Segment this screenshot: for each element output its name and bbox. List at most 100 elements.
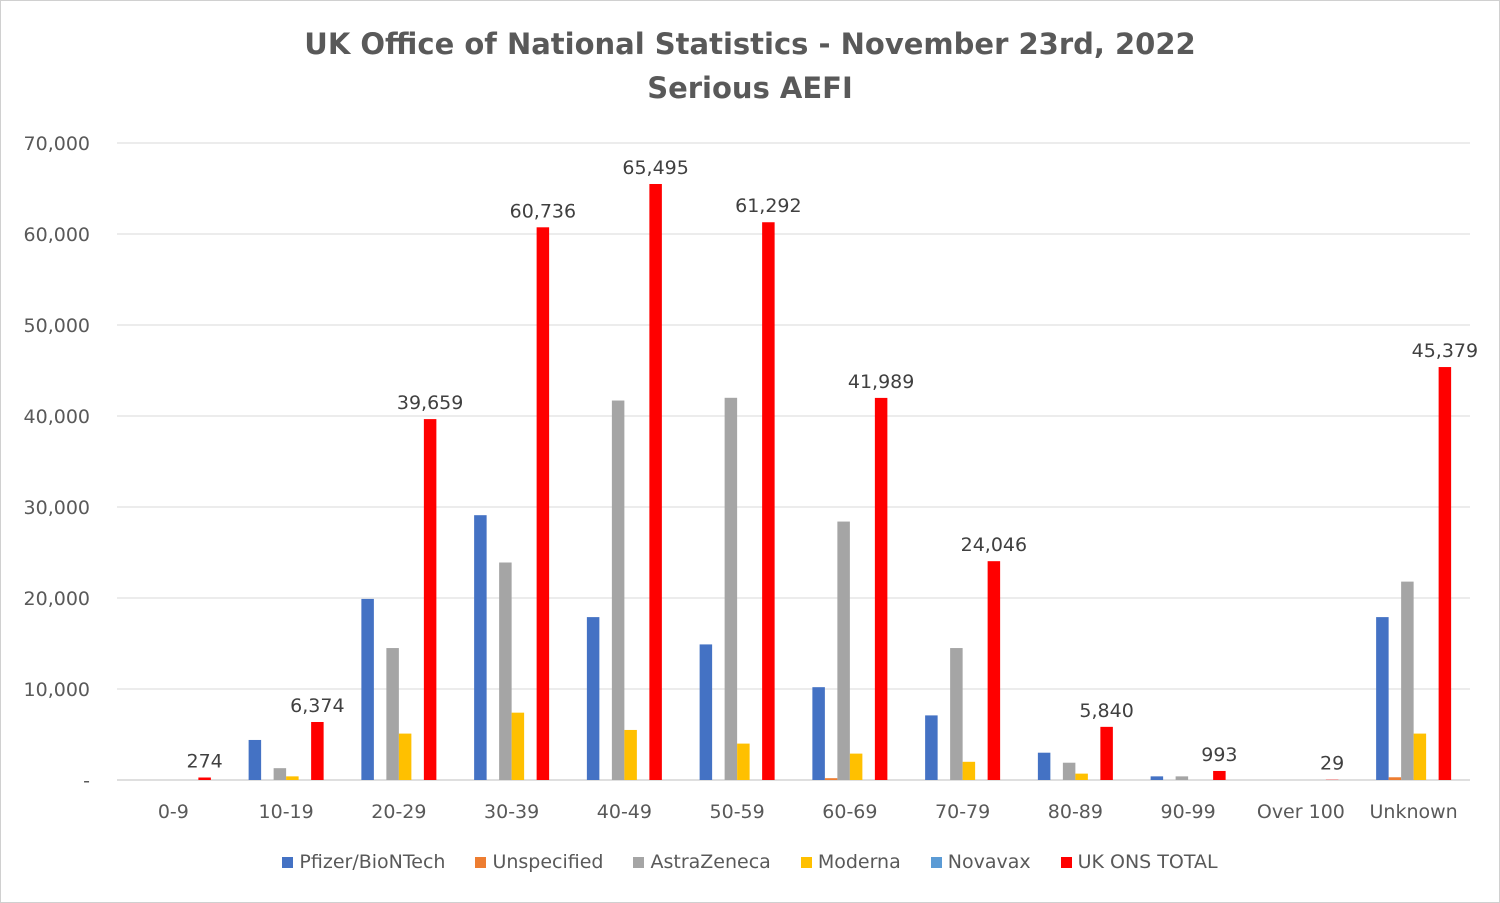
- legend-label: Unspecified: [492, 851, 604, 873]
- x-tick-label: 20-29: [371, 801, 426, 823]
- data-label: 41,989: [848, 371, 914, 393]
- bar-uk-ons-total: [1213, 770, 1226, 780]
- bar-astrazeneca: [1062, 762, 1076, 780]
- bar-uk-ons-total: [762, 222, 775, 780]
- legend-label: Novavax: [947, 851, 1031, 873]
- legend-label: Moderna: [817, 851, 901, 873]
- y-tick-label: 50,000: [24, 315, 90, 337]
- bar-pfizer-biontech: [1037, 752, 1051, 780]
- data-label: 65,495: [622, 157, 688, 179]
- data-label: 45,379: [1412, 340, 1478, 362]
- x-tick-label: 80-89: [1048, 801, 1103, 823]
- y-tick-label: 60,000: [24, 224, 90, 246]
- bar-pfizer-biontech: [586, 617, 600, 780]
- chart-title-block: UK Office of National Statistics - Novem…: [0, 22, 1500, 110]
- bar-astrazeneca: [724, 397, 738, 780]
- bar-unspecified: [1388, 777, 1402, 780]
- x-tick-label: 30-39: [484, 801, 539, 823]
- legend-item: Pfizer/BioNTech: [282, 851, 445, 873]
- data-label: 39,659: [397, 392, 463, 414]
- bar-uk-ons-total: [1100, 726, 1113, 780]
- legend-item: UK ONS TOTAL: [1060, 851, 1218, 873]
- bar-astrazeneca: [273, 768, 287, 780]
- legend-item: Novavax: [930, 851, 1031, 873]
- bar-astrazeneca: [611, 400, 625, 780]
- data-label: 274: [186, 751, 222, 773]
- data-label: 60,736: [510, 200, 576, 222]
- y-axis-ticks: - 10,000 20,000 30,000 40,000 50,000 60,000 70,…: [24, 133, 90, 792]
- x-axis-ticks: 0-9 10-19 20-29 30-39 40-49 50-59 60-69 70-79 80…: [158, 801, 1458, 823]
- bar-astrazeneca: [950, 648, 963, 780]
- data-label: 61,292: [735, 195, 801, 217]
- x-tick-label: 10-19: [259, 801, 314, 823]
- bar-uk-ons-total: [311, 721, 324, 780]
- bar-uk-ons-total: [987, 561, 1001, 780]
- legend-swatch: [282, 856, 294, 868]
- bar-pfizer-biontech: [1150, 776, 1164, 780]
- bar-pfizer-biontech: [361, 598, 374, 780]
- y-tick-label: 20,000: [24, 588, 90, 610]
- data-label: 993: [1201, 744, 1237, 766]
- data-label: 29: [1320, 753, 1344, 775]
- legend-label: AstraZeneca: [650, 851, 771, 873]
- bar-moderna: [624, 729, 637, 780]
- data-labels: 274 6,374 39,659 60,736 65,495 61,292 41,989 24…: [186, 157, 1478, 775]
- bar-astrazeneca: [1401, 581, 1414, 780]
- bar-uk-ons-total: [536, 227, 550, 781]
- legend-label: Pfizer/BioNTech: [299, 851, 446, 873]
- bar-moderna: [286, 776, 299, 780]
- legend-item: AstraZeneca: [633, 851, 771, 873]
- bar-moderna: [737, 743, 750, 780]
- bar-uk-ons-total: [874, 397, 888, 780]
- legend-swatch: [800, 856, 812, 868]
- x-tick-label: 70-79: [935, 801, 990, 823]
- bar-moderna: [849, 753, 863, 780]
- bar-pfizer-biontech: [1376, 617, 1389, 780]
- bar-astrazeneca: [1175, 776, 1189, 780]
- legend-swatch: [633, 856, 645, 868]
- data-label: 24,046: [961, 534, 1027, 556]
- x-tick-label: Unknown: [1370, 801, 1458, 823]
- bar-uk-ons-total: [1438, 367, 1452, 780]
- bar-moderna: [1413, 733, 1427, 780]
- y-tick-label: 30,000: [24, 497, 90, 519]
- bar-pfizer-biontech: [474, 515, 487, 780]
- bar-pfizer-biontech: [699, 644, 713, 780]
- bar-uk-ons-total: [423, 419, 437, 780]
- chart-title: UK Office of National Statistics - Novem…: [304, 27, 1196, 61]
- bar-uk-ons-total: [649, 183, 662, 781]
- y-tick-label: 10,000: [24, 679, 90, 701]
- legend-swatch: [475, 856, 487, 868]
- legend-item: Unspecified: [475, 851, 603, 873]
- gridlines: [117, 142, 1470, 781]
- x-tick-label: 60-69: [822, 801, 877, 823]
- bar-unspecified: [824, 778, 838, 780]
- bar-astrazeneca: [386, 648, 399, 780]
- bar-moderna: [511, 712, 525, 780]
- x-tick-label: 90-99: [1161, 801, 1216, 823]
- legend-label: UK ONS TOTAL: [1077, 851, 1218, 873]
- legend-item: Moderna: [800, 851, 901, 873]
- legend-swatch: [1060, 856, 1072, 868]
- bar-moderna: [962, 761, 976, 780]
- x-tick-label: 40-49: [597, 801, 652, 823]
- data-label: 5,840: [1079, 700, 1133, 722]
- bar-uk-ons-total: [198, 777, 211, 780]
- data-label: 6,374: [290, 695, 344, 717]
- bar-pfizer-biontech: [925, 715, 938, 780]
- x-tick-label: 0-9: [158, 801, 189, 823]
- chart-subtitle: Serious AEFI: [647, 71, 853, 105]
- y-tick-label: 40,000: [24, 406, 90, 428]
- x-tick-label: 50-59: [710, 801, 765, 823]
- bar-astrazeneca: [499, 562, 512, 780]
- bar-pfizer-biontech: [248, 739, 262, 780]
- bar-moderna: [1075, 773, 1088, 780]
- legend: Pfizer/BioNTech Unspecified AstraZeneca Mod…: [0, 851, 1500, 873]
- x-tick-label: Over 100: [1257, 801, 1345, 823]
- y-tick-label: 70,000: [24, 133, 90, 155]
- bar-pfizer-biontech: [812, 687, 825, 780]
- legend-swatch: [930, 856, 942, 868]
- bars: [198, 183, 1452, 781]
- y-tick-label: -: [83, 770, 90, 792]
